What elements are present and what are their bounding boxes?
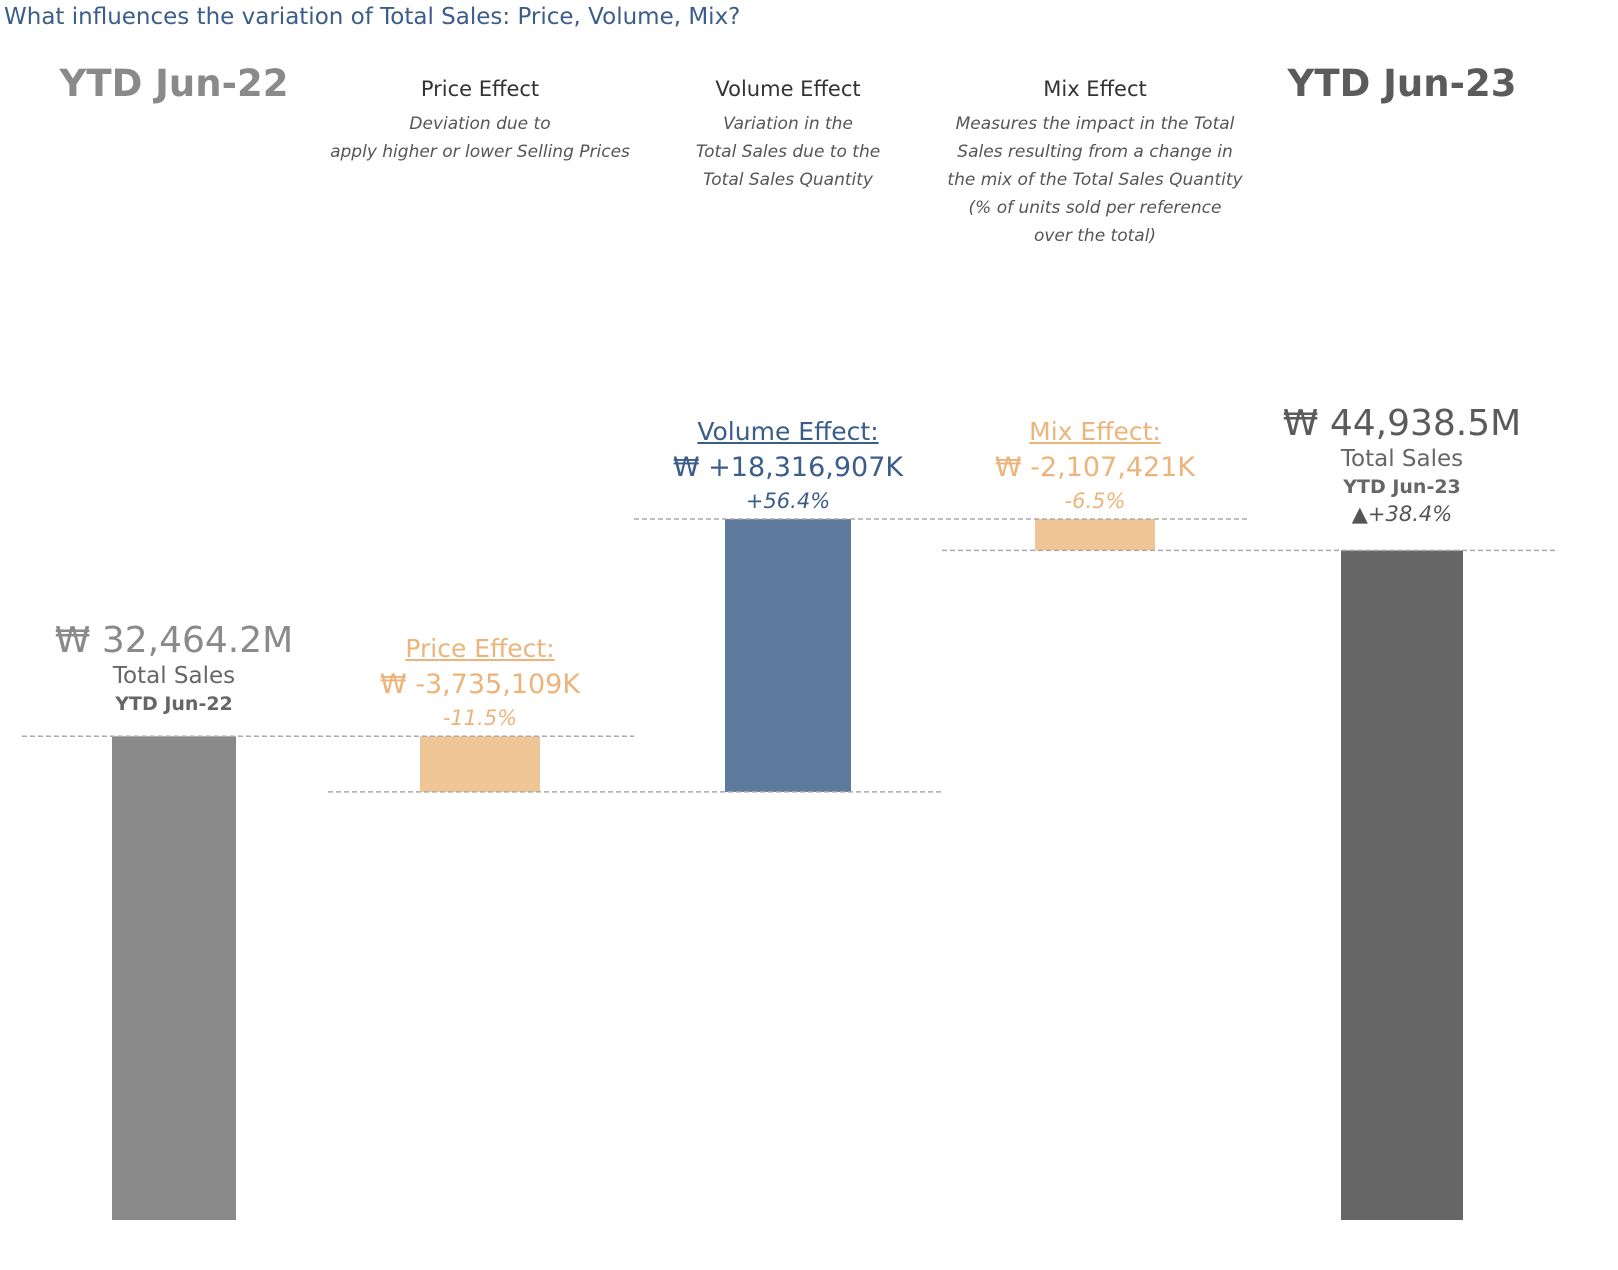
mix-effect-title[interactable]: Mix Effect: xyxy=(1029,417,1161,446)
mix-description-line: Sales resulting from a change in xyxy=(957,142,1233,162)
base-total-label: ₩ 32,464.2M Total Sales YTD Jun-22 xyxy=(24,620,324,715)
price-effect-title[interactable]: Price Effect: xyxy=(405,634,555,663)
mix-effect-pct: -6.5% xyxy=(1064,489,1126,513)
price-effect-label: Price Effect: ₩ -3,735,109K -11.5% xyxy=(330,634,630,730)
bar-ytd-jun-22[interactable] xyxy=(112,736,236,1220)
bar-volume-effect[interactable] xyxy=(725,519,851,792)
volume-description: Variation in the Total Sales due to the … xyxy=(628,110,948,194)
column-header-base: YTD Jun-22 xyxy=(59,62,289,105)
column-header-price: Price Effect xyxy=(420,77,540,101)
column-header-mix: Mix Effect xyxy=(1043,77,1147,101)
current-total-period: YTD Jun-23 xyxy=(1343,476,1461,498)
mix-effect-value: ₩ -2,107,421K xyxy=(994,452,1196,483)
mix-description-line: over the total) xyxy=(1033,226,1157,246)
current-total-sub: Total Sales xyxy=(1340,446,1464,472)
current-total-change: ▲+38.4% xyxy=(1351,502,1453,526)
volume-effect-title[interactable]: Volume Effect: xyxy=(697,417,879,446)
column-header-volume: Volume Effect xyxy=(715,77,861,101)
price-effect-pct: -11.5% xyxy=(442,706,518,730)
bar-price-effect[interactable] xyxy=(420,736,540,792)
mix-description-line: the mix of the Total Sales Quantity xyxy=(947,170,1243,190)
volume-effect-value: ₩ +18,316,907K xyxy=(672,452,904,483)
base-total-period: YTD Jun-22 xyxy=(115,693,233,715)
volume-description-line: Variation in the xyxy=(723,114,853,134)
volume-effect-label: Volume Effect: ₩ +18,316,907K +56.4% xyxy=(638,417,938,513)
bar-mix-effect[interactable] xyxy=(1035,519,1155,551)
volume-effect-pct: +56.4% xyxy=(745,489,831,513)
price-description-line: apply higher or lower Selling Prices xyxy=(330,142,630,162)
mix-description-line: (% of units sold per reference xyxy=(968,198,1222,218)
price-effect-value: ₩ -3,735,109K xyxy=(379,669,581,700)
mix-description: Measures the impact in the Total Sales r… xyxy=(935,110,1255,250)
price-description: Deviation due to apply higher or lower S… xyxy=(320,110,640,166)
volume-description-line: Total Sales Quantity xyxy=(702,170,873,190)
base-total-sub: Total Sales xyxy=(112,663,236,689)
base-total-value: ₩ 32,464.2M xyxy=(54,620,294,661)
chart-title: What influences the variation of Total S… xyxy=(4,4,741,30)
price-description-line: Deviation due to xyxy=(409,114,551,134)
bar-ytd-jun-23[interactable] xyxy=(1341,550,1463,1220)
mix-description-line: Measures the impact in the Total xyxy=(955,114,1235,134)
current-total-value: ₩ 44,938.5M xyxy=(1282,403,1522,444)
column-header-current: YTD Jun-23 xyxy=(1287,62,1517,105)
mix-effect-label: Mix Effect: ₩ -2,107,421K -6.5% xyxy=(945,417,1245,513)
current-total-label: ₩ 44,938.5M Total Sales YTD Jun-23 ▲+38.… xyxy=(1252,403,1552,526)
volume-description-line: Total Sales due to the xyxy=(695,142,881,162)
